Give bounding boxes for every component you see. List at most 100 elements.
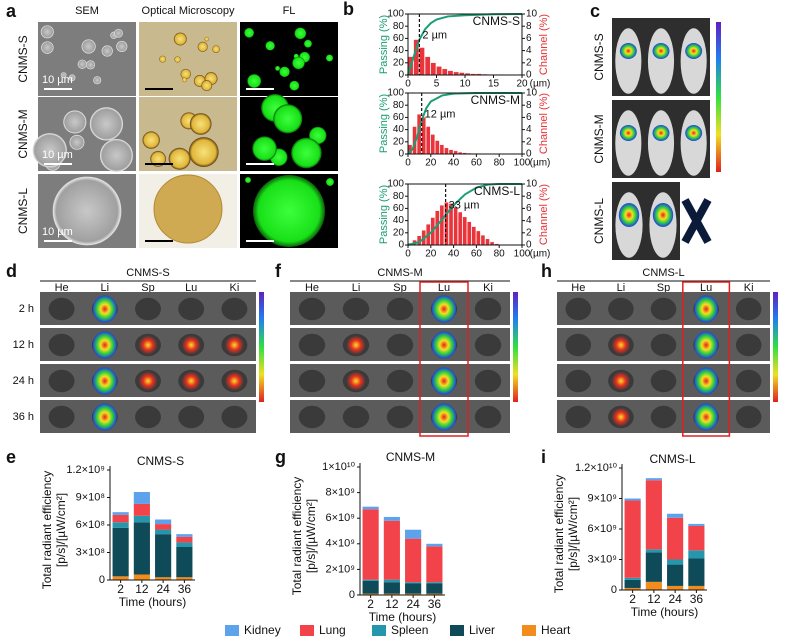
bar-segment [112, 527, 129, 577]
y-tick-label: 9×10⁸ [76, 491, 105, 503]
y2-tick-label: 10 [526, 179, 538, 190]
signal [431, 367, 457, 395]
y-tick-label: 40 [393, 45, 405, 56]
histogram-bar [426, 126, 431, 155]
legend-label: Spleen [391, 623, 428, 637]
organ-label: Ki [744, 282, 754, 294]
particle [69, 134, 85, 150]
bar-segment [112, 576, 129, 580]
histogram-bar [447, 70, 454, 76]
particle [279, 66, 290, 78]
bar-segment [624, 500, 641, 578]
bar-segment [176, 534, 193, 537]
organ [221, 405, 248, 429]
panel-label: h [541, 261, 552, 281]
row-label: CNMS-S [592, 33, 606, 80]
y2-tick-label: 0 [526, 70, 532, 81]
particle [244, 27, 255, 38]
x-axis-label: Time (hours) [369, 610, 437, 624]
signal [618, 203, 640, 227]
y-tick-label: 40 [393, 215, 405, 226]
mouse [615, 28, 642, 94]
histogram-bar [430, 62, 437, 76]
x-axis-label: (µm) [530, 249, 551, 260]
x-tick-label: 5 [434, 79, 440, 90]
highlight [419, 281, 469, 437]
particle [81, 39, 96, 54]
particle [201, 80, 213, 92]
particle [273, 104, 303, 134]
particle [292, 56, 305, 70]
y-tick-label: 8×10⁹ [326, 487, 356, 499]
organ-label: Li [352, 282, 361, 294]
x-tick-label: 10 [459, 79, 471, 90]
signal [431, 295, 457, 323]
x-axis-label: (µm) [530, 158, 551, 169]
signal [685, 125, 703, 141]
histogram-bar [476, 230, 481, 246]
legend-swatch [225, 625, 239, 636]
histogram-bar [430, 134, 435, 155]
bar-segment [405, 582, 422, 584]
chart-title: CNMS-M [386, 450, 435, 464]
marker-label: 33 µm [449, 199, 480, 211]
column-header: FL [283, 5, 296, 17]
x-tick-label: 24 [406, 597, 420, 611]
legend-swatch [450, 625, 464, 636]
axes-frame [407, 183, 523, 246]
particle [40, 25, 54, 39]
particle [85, 60, 96, 70]
x-tick-label: 12 [135, 582, 149, 596]
x-tick-label: 2 [367, 597, 374, 611]
bar-segment [176, 547, 193, 578]
panel-label: b [343, 0, 354, 19]
signal [694, 331, 719, 359]
organ-label: Lu [438, 282, 450, 294]
signal [92, 331, 117, 359]
organ [48, 297, 75, 321]
particle [197, 41, 208, 52]
histogram-bar [436, 66, 442, 76]
bar-segment [405, 529, 422, 539]
bar-segment [688, 550, 705, 559]
organ-label: Sp [141, 282, 154, 294]
bar-segment [667, 513, 684, 518]
signal [694, 295, 719, 323]
organ [386, 369, 414, 393]
bar-segment [624, 579, 641, 588]
legend-label: Heart [541, 623, 571, 637]
organ [386, 297, 414, 321]
signal [346, 335, 366, 355]
y-tick-label: 0 [611, 584, 617, 596]
particle [173, 32, 187, 46]
x-axis-label: (µm) [530, 79, 551, 90]
bar-segment [405, 593, 422, 595]
x-tick-label: 2 [117, 582, 124, 596]
y-axis-label: [p/s]/[µW/cm²] [566, 497, 580, 571]
organ [48, 369, 75, 393]
y2-tick-label: 6 [526, 33, 532, 44]
y2-tick-label: 6 [526, 203, 532, 214]
row-label: CNMS-M [592, 114, 606, 163]
x-tick-label: 0 [405, 79, 411, 90]
y-tick-label: 0 [349, 589, 355, 601]
particle [253, 175, 325, 247]
y-axis-label: Passing (%) [378, 94, 390, 153]
particle [304, 39, 312, 48]
panel-title: CNMS-S [126, 267, 169, 279]
particle [275, 65, 280, 71]
y2-tick-label: 0 [526, 240, 532, 251]
y2-tick-label: 8 [526, 191, 532, 202]
particle [294, 27, 307, 40]
y-tick-label: 0 [398, 149, 404, 160]
bar-segment [667, 564, 684, 586]
particle [212, 45, 220, 53]
organ [735, 405, 762, 429]
image-bg [139, 22, 237, 96]
particle [204, 36, 209, 42]
particle [182, 77, 187, 83]
x-tick-label: 40 [448, 158, 460, 169]
x-tick-label: 0 [405, 249, 411, 260]
bar-segment [426, 583, 443, 594]
particle [116, 40, 128, 53]
